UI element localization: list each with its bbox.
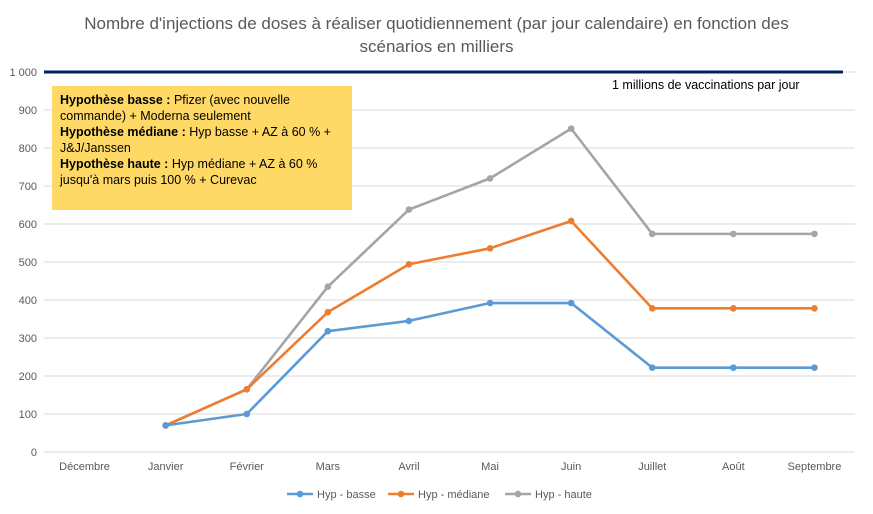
data-point bbox=[324, 283, 332, 291]
data-point bbox=[486, 299, 494, 307]
series-line-0 bbox=[165, 301, 815, 427]
legend-label: Hyp - médiane bbox=[418, 489, 490, 501]
y-tick-label: 0 bbox=[31, 447, 37, 459]
y-tick-label: 600 bbox=[19, 219, 37, 231]
data-point bbox=[324, 327, 332, 335]
data-point bbox=[648, 305, 656, 312]
data-point bbox=[811, 230, 818, 238]
data-point bbox=[243, 410, 251, 418]
x-tick-label: Mai bbox=[481, 461, 499, 473]
hypothesis-haute: Hypothèse haute : Hyp médiane + AZ à 60 … bbox=[60, 157, 318, 187]
y-tick-label: 700 bbox=[19, 181, 37, 193]
series-line-1 bbox=[165, 219, 815, 427]
y-tick-label: 900 bbox=[19, 105, 37, 117]
data-point bbox=[730, 230, 737, 238]
x-tick-label: Janvier bbox=[148, 461, 184, 473]
chart-title: Nombre d'injections de doses à réaliser … bbox=[84, 14, 789, 56]
data-point bbox=[567, 125, 575, 132]
legend-label: Hyp - haute bbox=[535, 489, 592, 501]
data-point bbox=[567, 299, 575, 307]
x-tick-label: Avril bbox=[398, 461, 419, 473]
legend-label: Hyp - basse bbox=[317, 489, 376, 501]
y-tick-label: 400 bbox=[19, 295, 37, 307]
legend-swatch-marker bbox=[514, 490, 522, 498]
data-point bbox=[486, 245, 494, 252]
y-tick-label: 500 bbox=[19, 257, 37, 269]
data-point bbox=[730, 364, 737, 371]
data-point bbox=[243, 386, 251, 393]
y-tick-label: 300 bbox=[19, 333, 37, 345]
x-tick-label: Juin bbox=[561, 461, 581, 473]
x-tick-label: Juillet bbox=[638, 461, 666, 473]
legend-swatch-marker bbox=[296, 490, 304, 498]
data-point bbox=[648, 364, 656, 371]
reference-line-label: 1 millions de vaccinations par jour bbox=[612, 78, 800, 92]
hypothesis-basse: Hypothèse basse : Pfizer (avec nouvelle … bbox=[60, 93, 290, 123]
legend-swatch-marker bbox=[397, 490, 405, 498]
y-tick-label: 1 000 bbox=[9, 67, 37, 79]
hypothesis-mediane: Hypothèse médiane : Hyp basse + AZ à 60 … bbox=[60, 125, 331, 155]
data-point bbox=[567, 217, 575, 225]
x-tick-label: Mars bbox=[316, 461, 341, 473]
data-point bbox=[405, 260, 413, 268]
data-point bbox=[811, 364, 818, 371]
x-tick-label: Décembre bbox=[59, 461, 110, 473]
hypotheses-note: Hypothèse basse : Pfizer (avec nouvelle … bbox=[52, 86, 352, 210]
data-point bbox=[162, 422, 169, 429]
data-point bbox=[324, 308, 332, 316]
data-point bbox=[486, 175, 494, 182]
x-tick-label: Août bbox=[722, 461, 745, 473]
x-tick-label: Février bbox=[230, 461, 265, 473]
data-point bbox=[730, 305, 737, 312]
data-point bbox=[405, 206, 413, 213]
y-tick-label: 200 bbox=[19, 371, 37, 383]
data-point bbox=[648, 230, 656, 238]
y-tick-label: 800 bbox=[19, 143, 37, 155]
data-point bbox=[405, 317, 413, 325]
y-tick-label: 100 bbox=[19, 409, 37, 421]
data-point bbox=[811, 305, 818, 312]
x-tick-label: Septembre bbox=[788, 461, 842, 473]
